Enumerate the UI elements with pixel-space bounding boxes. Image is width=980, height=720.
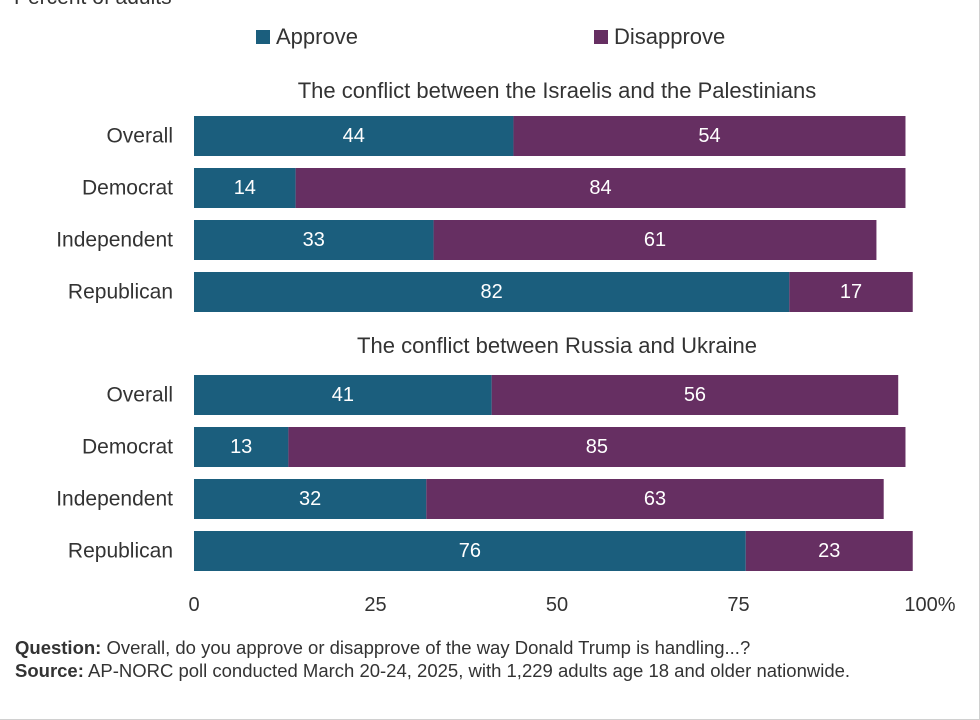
- bar-approve-republican: [194, 531, 746, 571]
- data-label-approve-republican: 82: [481, 281, 503, 303]
- bar-disapprove-overall: [491, 375, 899, 415]
- data-label-disapprove-overall: 54: [698, 125, 720, 147]
- data-label-approve-democrat: 13: [230, 436, 252, 458]
- bar-approve-overall: [194, 116, 514, 156]
- x-tick-label: 100%: [904, 594, 955, 616]
- x-tick-label: 50: [546, 594, 568, 616]
- data-label-approve-independent: 33: [303, 229, 325, 251]
- bar-disapprove-independent: [426, 479, 884, 519]
- legend-label-disapprove: Disapprove: [614, 24, 726, 49]
- bar-disapprove-democrat: [288, 427, 906, 467]
- bar-approve-independent: [194, 220, 434, 260]
- source-text: AP-NORC poll conducted March 20-24, 2025…: [83, 660, 851, 681]
- bar-disapprove-overall: [513, 116, 906, 156]
- bar-approve-republican: [194, 272, 790, 312]
- legend-item-disapprove: Disapprove: [594, 24, 725, 50]
- legend: Approve Disapprove: [0, 24, 980, 54]
- data-label-approve-republican: 76: [459, 540, 481, 562]
- category-label-democrat: Democrat: [82, 177, 173, 200]
- question-label: Question:: [15, 637, 102, 658]
- legend-swatch-approve: [256, 30, 270, 44]
- data-label-approve-overall: 44: [343, 125, 365, 147]
- footer: Question: Overall, do you approve or dis…: [15, 636, 965, 682]
- category-label-independent: Independent: [56, 488, 173, 511]
- category-label-republican: Republican: [68, 540, 173, 563]
- category-label-overall: Overall: [106, 384, 173, 407]
- stacked-bar-chart: Overall 44 54 Democrat 14 84 Independent 33 61 Re…: [56, 116, 956, 616]
- data-label-approve-democrat: 14: [234, 177, 256, 199]
- x-tick-label: 0: [188, 594, 199, 616]
- source-label: Source:: [15, 660, 84, 681]
- bar-approve-independent: [194, 479, 427, 519]
- chart-subtitle: Percent of adults: [14, 0, 172, 10]
- data-label-disapprove-independent: 61: [644, 229, 666, 251]
- question-text: Overall, do you approve or disapprove of…: [101, 637, 751, 658]
- category-label-republican: Republican: [68, 281, 173, 304]
- panel-title-israel-palestine: The conflict between the Israelis and th…: [297, 78, 817, 103]
- category-label-independent: Independent: [56, 229, 173, 252]
- legend-swatch-disapprove: [594, 30, 608, 44]
- bar-disapprove-independent: [433, 220, 877, 260]
- panel-title-russia-ukraine: The conflict between Russia and Ukraine: [357, 333, 757, 358]
- data-label-disapprove-overall: 56: [684, 384, 706, 406]
- data-label-disapprove-independent: 63: [644, 488, 666, 510]
- x-tick-label: 75: [727, 594, 749, 616]
- bar-approve-democrat: [194, 427, 289, 467]
- footer-source: Source: AP-NORC poll conducted March 20-…: [15, 659, 965, 682]
- bar-approve-overall: [194, 375, 492, 415]
- bar-disapprove-democrat: [295, 168, 906, 208]
- data-label-approve-independent: 32: [299, 488, 321, 510]
- data-label-disapprove-republican: 17: [840, 281, 862, 303]
- footer-question: Question: Overall, do you approve or dis…: [15, 636, 965, 659]
- bar-disapprove-republican: [745, 531, 913, 571]
- bar-approve-democrat: [194, 168, 296, 208]
- category-label-democrat: Democrat: [82, 436, 173, 459]
- data-label-disapprove-democrat: 85: [586, 436, 608, 458]
- category-label-overall: Overall: [106, 125, 173, 148]
- legend-item-approve: Approve: [256, 24, 358, 50]
- data-label-disapprove-republican: 23: [818, 540, 840, 562]
- data-label-disapprove-democrat: 84: [589, 177, 611, 199]
- x-tick-label: 25: [364, 594, 386, 616]
- legend-label-approve: Approve: [276, 24, 358, 49]
- data-label-approve-overall: 41: [332, 384, 354, 406]
- bar-disapprove-republican: [789, 272, 913, 312]
